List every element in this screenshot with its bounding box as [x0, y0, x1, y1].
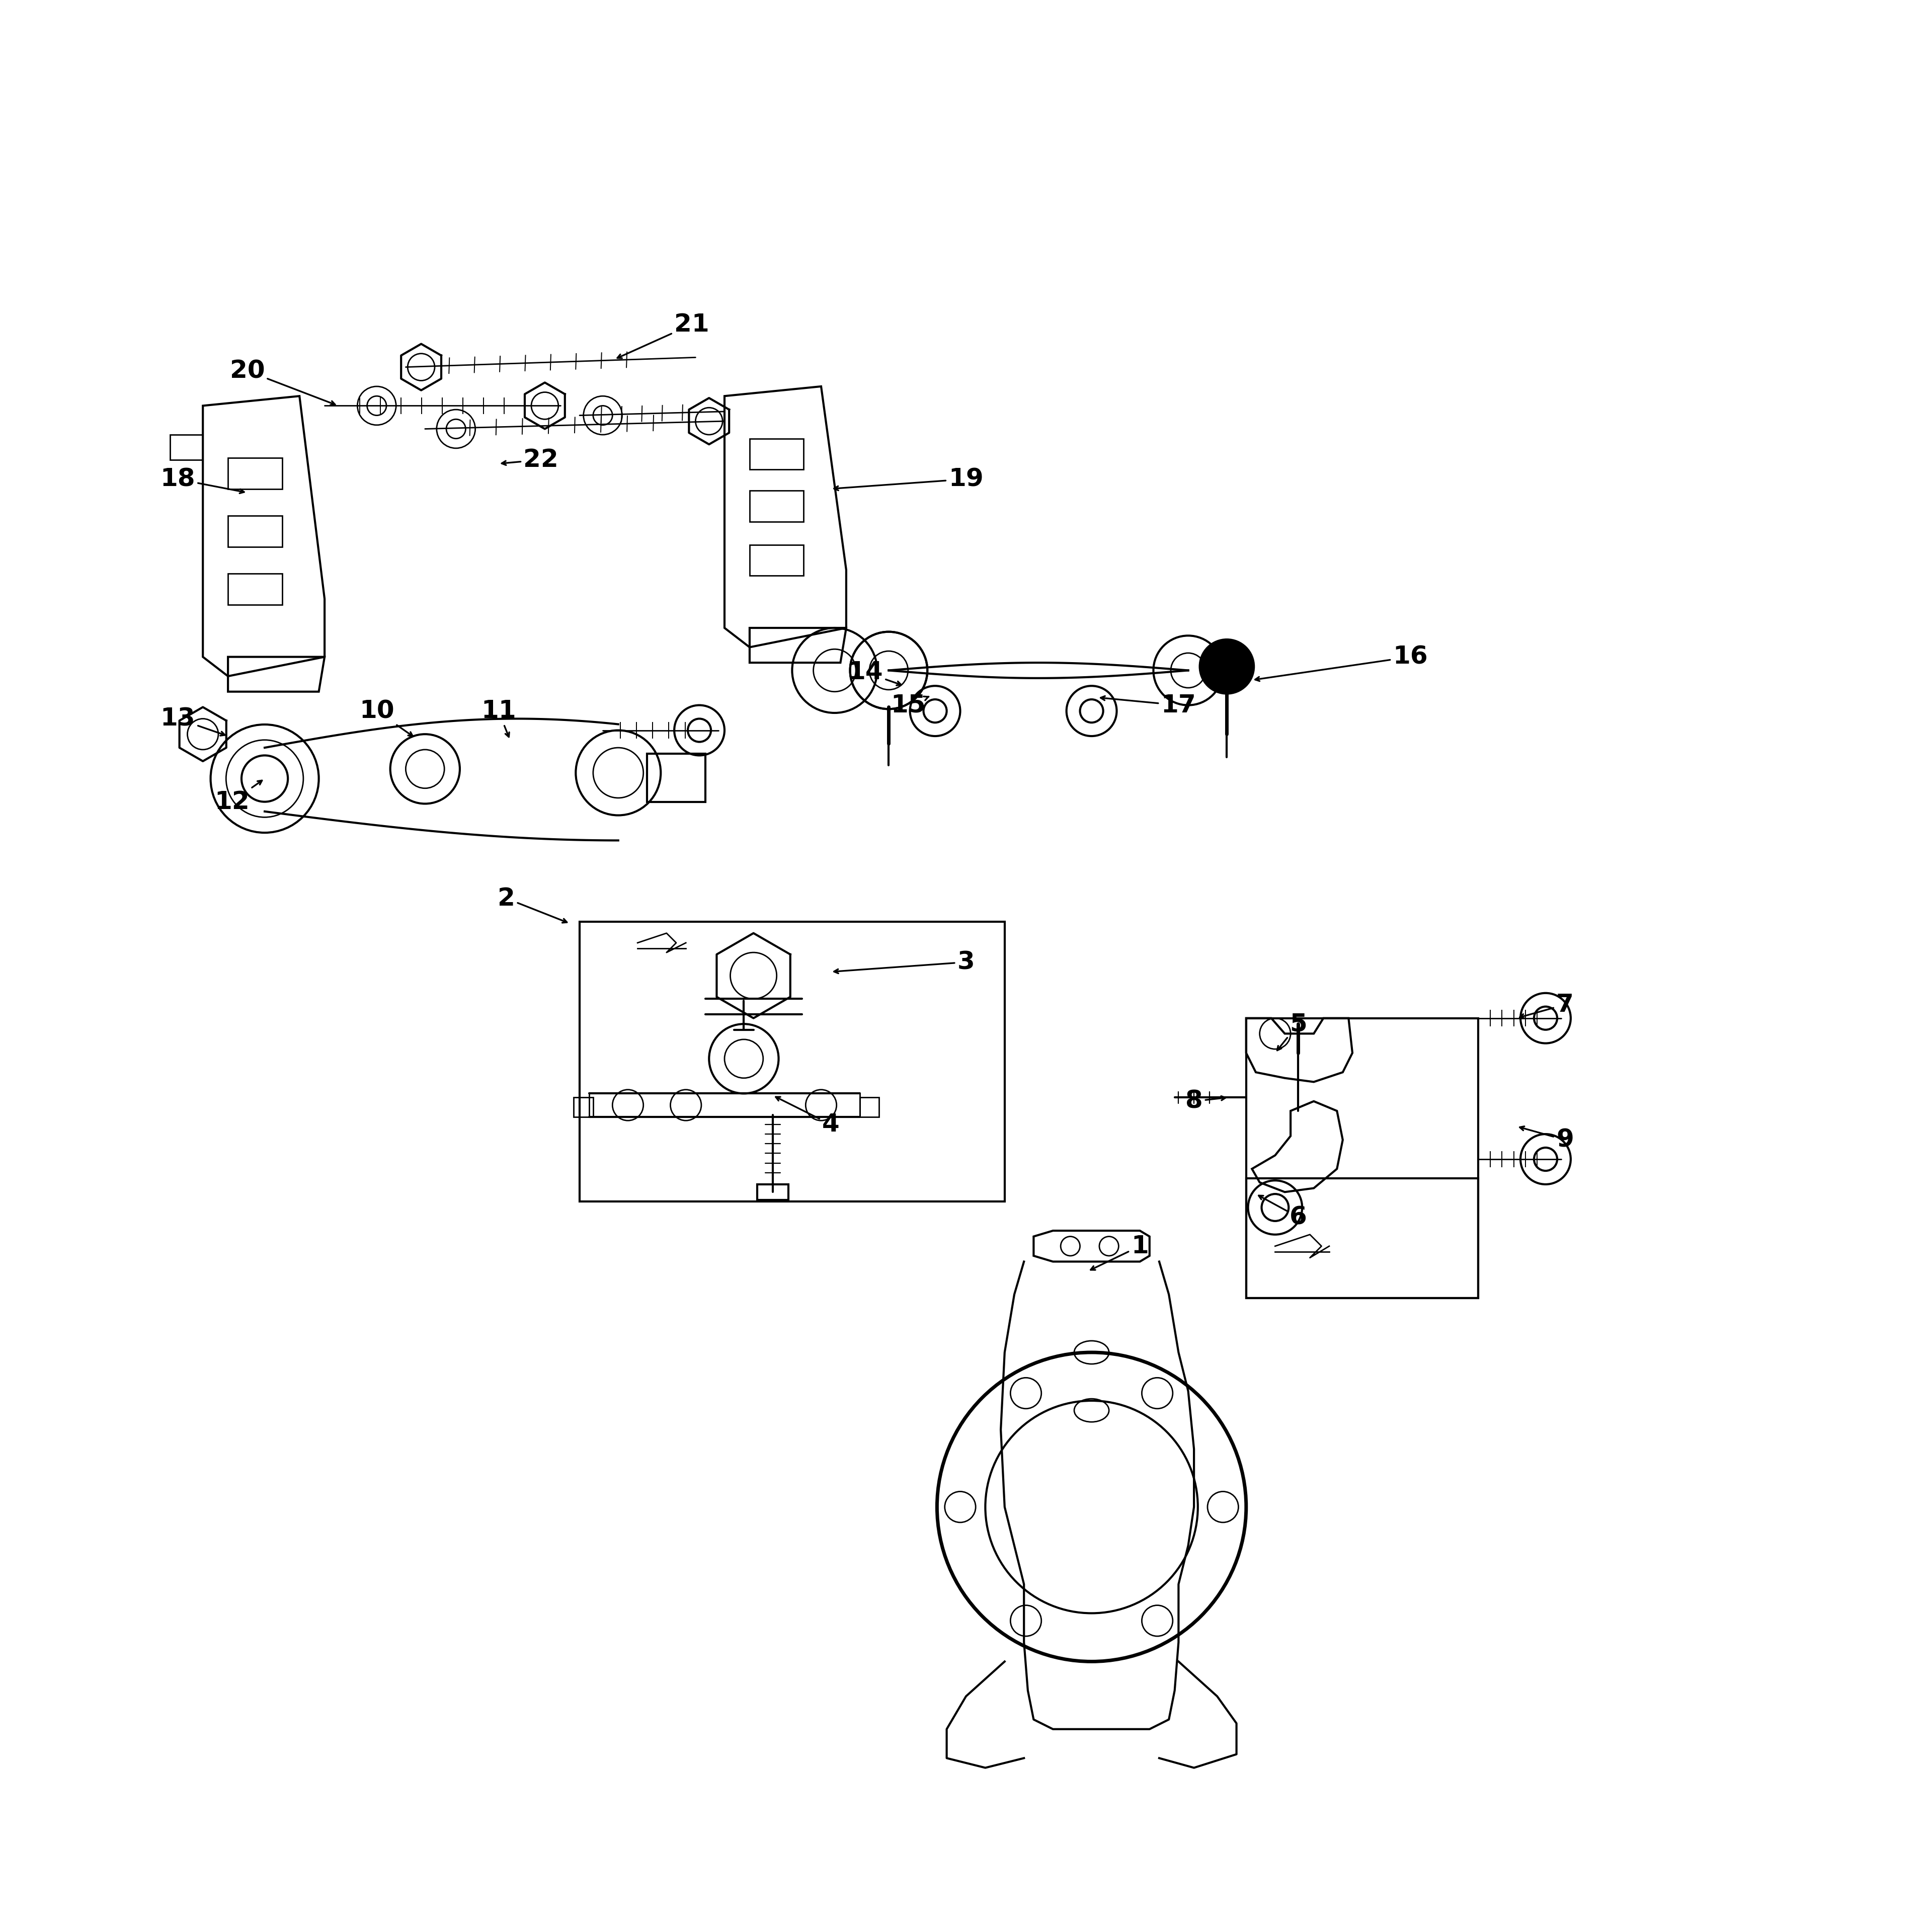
Text: 1: 1	[1092, 1235, 1150, 1269]
Text: 10: 10	[359, 699, 413, 736]
Bar	[1246, 1018, 1478, 1298]
Text: 22: 22	[502, 448, 558, 471]
Bar	[580, 922, 1005, 1202]
Text: 17: 17	[1101, 694, 1196, 717]
Bar	[1246, 1179, 1478, 1298]
Text: 13: 13	[160, 707, 224, 736]
Text: 2: 2	[497, 887, 566, 923]
Bar	[750, 545, 804, 576]
Bar	[647, 753, 705, 802]
Bar	[757, 1184, 788, 1200]
Text: 9: 9	[1520, 1126, 1575, 1151]
Bar	[750, 439, 804, 469]
Text: 11: 11	[481, 699, 516, 736]
Text: 4: 4	[777, 1097, 840, 1136]
Bar	[228, 458, 282, 489]
Text: 14: 14	[848, 661, 900, 686]
Text: 5: 5	[1277, 1012, 1308, 1051]
Text: 7: 7	[1520, 993, 1575, 1018]
Bar	[860, 1097, 879, 1117]
Bar	[228, 516, 282, 547]
Text: 15: 15	[891, 694, 929, 717]
Text: 6: 6	[1258, 1196, 1308, 1229]
Bar	[750, 491, 804, 522]
Bar	[574, 1097, 593, 1117]
Bar	[228, 574, 282, 605]
Circle shape	[1200, 639, 1254, 694]
Text: 20: 20	[230, 359, 334, 406]
Text: 16: 16	[1256, 645, 1428, 682]
Text: 21: 21	[618, 313, 709, 357]
Text: 8: 8	[1184, 1090, 1225, 1113]
Text: 3: 3	[835, 951, 976, 974]
Text: 12: 12	[214, 781, 263, 813]
Text: 18: 18	[160, 468, 243, 493]
Text: 19: 19	[835, 468, 983, 491]
